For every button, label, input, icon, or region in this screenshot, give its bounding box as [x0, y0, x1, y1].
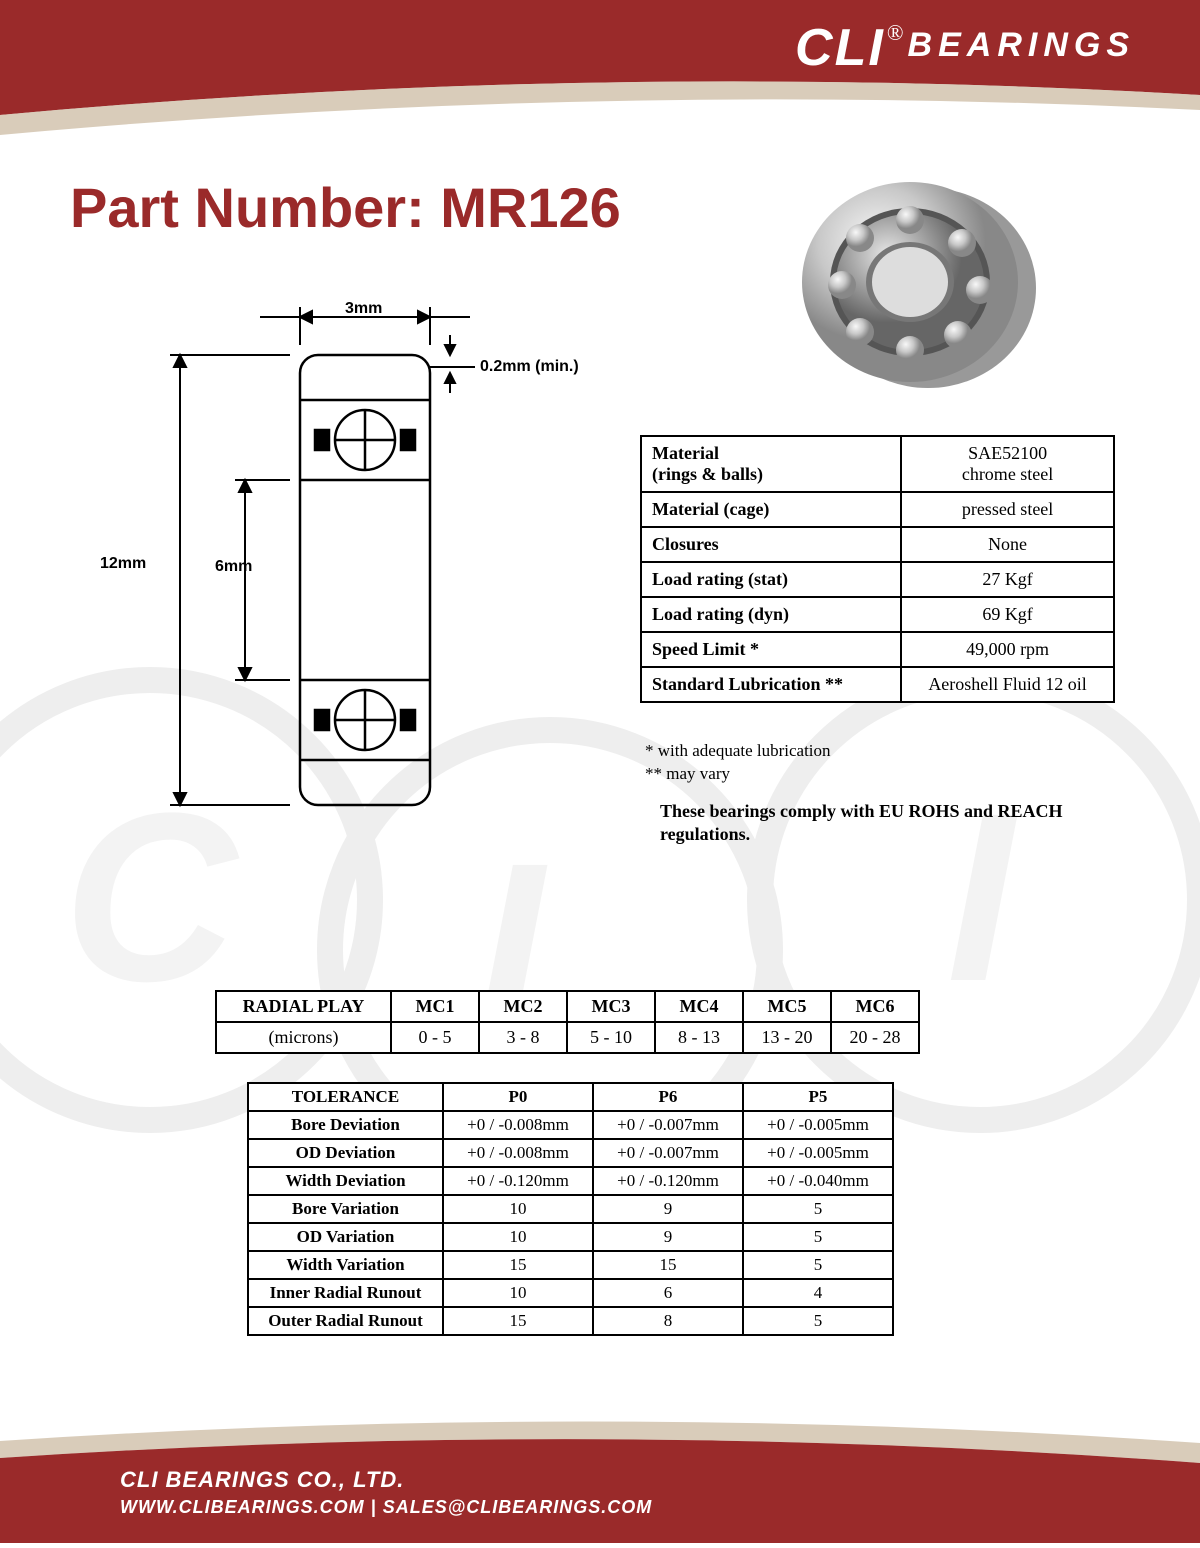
tolerance-value-cell: 10	[443, 1195, 593, 1223]
tolerance-value-cell: +0 / -0.040mm	[743, 1167, 893, 1195]
tolerance-value-cell: 4	[743, 1279, 893, 1307]
tolerance-row-label: Outer Radial Runout	[248, 1307, 443, 1335]
tolerance-header-cell: P6	[593, 1083, 743, 1111]
tolerance-value-cell: 15	[443, 1251, 593, 1279]
spec-label: Standard Lubrication **	[641, 667, 901, 702]
tolerance-value-cell: +0 / -0.120mm	[443, 1167, 593, 1195]
tolerance-value-cell: 9	[593, 1195, 743, 1223]
radial-header-cell: MC1	[391, 991, 479, 1022]
tolerance-header-cell: P0	[443, 1083, 593, 1111]
tolerance-value-cell: 15	[593, 1251, 743, 1279]
brand-logo: CLI ® BEARINGS	[795, 22, 1135, 74]
tolerance-value-cell: 10	[443, 1279, 593, 1307]
radial-value-cell: 0 - 5	[391, 1022, 479, 1053]
radial-header-cell: MC3	[567, 991, 655, 1022]
tolerance-row-label: Bore Variation	[248, 1195, 443, 1223]
spec-label: Load rating (dyn)	[641, 597, 901, 632]
tolerance-value-cell: +0 / -0.008mm	[443, 1139, 593, 1167]
tolerance-value-cell: +0 / -0.007mm	[593, 1139, 743, 1167]
tolerance-value-cell: 15	[443, 1307, 593, 1335]
radial-value-cell: 8 - 13	[655, 1022, 743, 1053]
tolerance-header-cell: P5	[743, 1083, 893, 1111]
spec-value: 49,000 rpm	[901, 632, 1114, 667]
radial-row-label: (microns)	[216, 1022, 391, 1053]
radial-header-cell: MC4	[655, 991, 743, 1022]
spec-value: 27 Kgf	[901, 562, 1114, 597]
dim-chamfer: 0.2mm (min.)	[480, 358, 579, 376]
tolerance-value-cell: +0 / -0.120mm	[593, 1167, 743, 1195]
dim-width: 3mm	[345, 300, 382, 318]
footer-email: SALES@CLIBEARINGS.COM	[383, 1497, 653, 1517]
logo-cli-text: CLI	[795, 22, 885, 74]
tolerance-row-label: OD Variation	[248, 1223, 443, 1251]
footer-website: WWW.CLIBEARINGS.COM	[120, 1497, 365, 1517]
spec-footnotes: * with adequate lubrication ** may vary	[645, 740, 831, 786]
radial-header-cell: MC6	[831, 991, 919, 1022]
tolerance-row-label: Width Deviation	[248, 1167, 443, 1195]
tolerance-table: TOLERANCEP0P6P5 Bore Deviation+0 / -0.008…	[247, 1082, 894, 1336]
tolerance-value-cell: 5	[743, 1195, 893, 1223]
tolerance-row-label: Inner Radial Runout	[248, 1279, 443, 1307]
logo-bearings-text: BEARINGS	[908, 22, 1135, 70]
radial-value-cell: 5 - 10	[567, 1022, 655, 1053]
spec-value: SAE52100 chrome steel	[901, 436, 1114, 492]
footer-text: CLI BEARINGS CO., LTD. WWW.CLIBEARINGS.C…	[120, 1467, 652, 1518]
product-bearing-image	[790, 170, 1040, 405]
note-lubrication: * with adequate lubrication	[645, 740, 831, 763]
dim-bore: 6mm	[215, 558, 252, 576]
footer-company: CLI BEARINGS CO., LTD.	[120, 1467, 652, 1493]
spec-label: Load rating (stat)	[641, 562, 901, 597]
tolerance-header-cell: TOLERANCE	[248, 1083, 443, 1111]
tolerance-value-cell: +0 / -0.008mm	[443, 1111, 593, 1139]
spec-value: Aeroshell Fluid 12 oil	[901, 667, 1114, 702]
tolerance-value-cell: 5	[743, 1307, 893, 1335]
radial-header-cell: RADIAL PLAY	[216, 991, 391, 1022]
spec-value: None	[901, 527, 1114, 562]
radial-value-cell: 13 - 20	[743, 1022, 831, 1053]
radial-play-table: RADIAL PLAYMC1MC2MC3MC4MC5MC6 (microns)0…	[215, 990, 920, 1054]
tolerance-value-cell: +0 / -0.005mm	[743, 1111, 893, 1139]
spec-label: Closures	[641, 527, 901, 562]
tolerance-row-label: Width Variation	[248, 1251, 443, 1279]
spec-label: Material (rings & balls)	[641, 436, 901, 492]
specifications-table: Material (rings & balls)SAE52100 chrome …	[640, 435, 1115, 703]
tolerance-row-label: Bore Deviation	[248, 1111, 443, 1139]
radial-value-cell: 3 - 8	[479, 1022, 567, 1053]
part-number-title: Part Number: MR126	[70, 175, 621, 240]
footer-sep: |	[365, 1497, 383, 1517]
tolerance-value-cell: 10	[443, 1223, 593, 1251]
logo-registered: ®	[887, 22, 904, 44]
spec-label: Speed Limit *	[641, 632, 901, 667]
tolerance-value-cell: 8	[593, 1307, 743, 1335]
tolerance-value-cell: 5	[743, 1223, 893, 1251]
spec-value: 69 Kgf	[901, 597, 1114, 632]
spec-label: Material (cage)	[641, 492, 901, 527]
note-vary: ** may vary	[645, 763, 831, 786]
radial-header-cell: MC5	[743, 991, 831, 1022]
radial-header-cell: MC2	[479, 991, 567, 1022]
radial-value-cell: 20 - 28	[831, 1022, 919, 1053]
cross-section-diagram	[80, 285, 540, 870]
spec-value: pressed steel	[901, 492, 1114, 527]
tolerance-value-cell: +0 / -0.007mm	[593, 1111, 743, 1139]
tolerance-value-cell: 5	[743, 1251, 893, 1279]
tolerance-row-label: OD Deviation	[248, 1139, 443, 1167]
tolerance-value-cell: 6	[593, 1279, 743, 1307]
tolerance-value-cell: 9	[593, 1223, 743, 1251]
dim-outer: 12mm	[100, 555, 146, 573]
tolerance-value-cell: +0 / -0.005mm	[743, 1139, 893, 1167]
compliance-statement: These bearings comply with EU ROHS and R…	[660, 800, 1080, 847]
